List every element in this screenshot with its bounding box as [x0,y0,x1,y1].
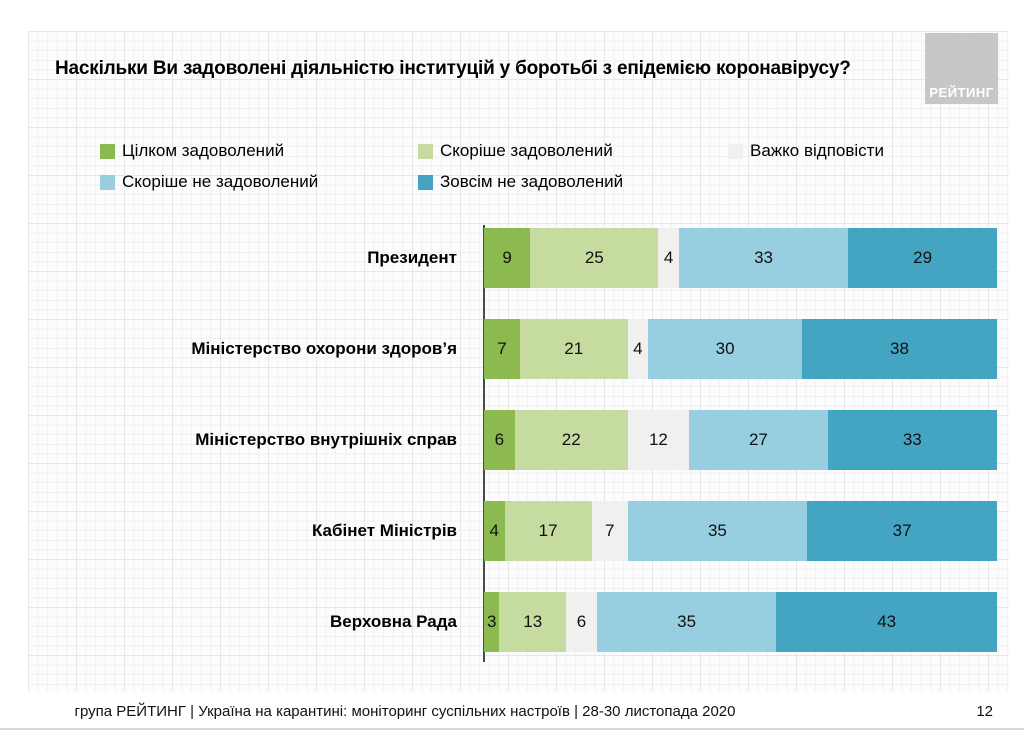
stacked-bar: 9 25 4 33 29 [484,228,997,288]
legend-swatch [728,143,743,159]
legend-swatch [100,174,115,190]
page-title: Наскільки Ви задоволені діяльністю інсти… [55,58,851,79]
chart-row: Міністерство внутрішніх справ 6 22 12 27 33 [28,410,1009,470]
legend-item: Скоріше не задоволений [100,172,318,192]
chart-row: Міністерство охорони здоров’я 7 21 4 30 38 [28,319,1009,379]
bar-segment: 3 [484,592,500,652]
legend-item: Зовсім не задоволений [418,172,623,192]
legend-item: Важко відповісти [728,141,884,161]
bar-segment: 22 [514,410,628,470]
page-number: 12 [976,703,993,720]
stacked-bar: 3 13 6 35 43 [484,592,997,652]
bar-segment: 12 [627,410,690,470]
bar-segment: 33 [827,410,997,470]
bar-segment: 21 [519,319,628,379]
bar-segment: 17 [504,501,592,561]
footer-source-text: група РЕЙТИНГ | Україна на карантині: мо… [74,703,736,720]
bar-segment: 33 [678,228,849,288]
bar-segment: 35 [596,592,777,652]
bar-segment: 27 [689,410,828,470]
bar-segment: 43 [776,592,997,652]
category-label: Міністерство внутрішніх справ [195,430,457,449]
bar-segment: 4 [484,501,505,561]
legend-item: Цілком задоволений [100,141,284,161]
bar-segment: 9 [484,228,531,288]
chart-row: Верховна Рада 3 13 6 35 43 [28,592,1009,652]
chart-row: Президент 9 25 4 33 29 [28,228,1009,288]
category-label: Кабінет Міністрів [311,521,457,540]
bar-segment: 25 [530,228,659,288]
bar-segment: 7 [591,501,628,561]
legend-swatch [418,143,433,159]
bar-segment: 13 [499,592,567,652]
stacked-bar: 4 17 7 35 37 [484,501,997,561]
legend-label: Скоріше задоволений [440,141,613,160]
legend-swatch [418,174,433,190]
bottom-divider [0,728,1024,730]
bar-segment: 35 [627,501,808,561]
slide-panel: РЕЙТИНГ Наскільки Ви задоволені діяльніс… [28,31,1009,692]
legend-label: Скоріше не задоволений [122,172,319,191]
bar-segment: 30 [648,319,803,379]
bar-segment: 38 [802,319,997,379]
legend-item: Скоріше задоволений [418,141,613,161]
rating-group-logo: РЕЙТИНГ [925,33,998,104]
bar-segment: 29 [848,228,997,288]
category-label: Міністерство охорони здоров’я [191,339,457,358]
bar-segment: 4 [627,319,649,379]
bar-segment: 4 [658,228,679,288]
stacked-bar: 7 21 4 30 38 [484,319,997,379]
legend-label: Важко відповісти [750,141,884,160]
stacked-bar: 6 22 12 27 33 [484,410,997,470]
chart-row: Кабінет Міністрів 4 17 7 35 37 [28,501,1009,561]
bar-segment: 37 [807,501,997,561]
bar-segment: 6 [484,410,515,470]
chart: Президент 9 25 4 33 29 Міністерство охорони зд… [28,228,1009,683]
legend-swatch [100,143,115,159]
category-label: Президент [367,248,457,267]
bar-segment: 6 [566,592,597,652]
legend-label: Цілком задоволений [122,141,285,160]
category-label: Верховна Рада [329,612,457,631]
bar-segment: 7 [484,319,520,379]
legend-label: Зовсім не задоволений [440,172,624,191]
